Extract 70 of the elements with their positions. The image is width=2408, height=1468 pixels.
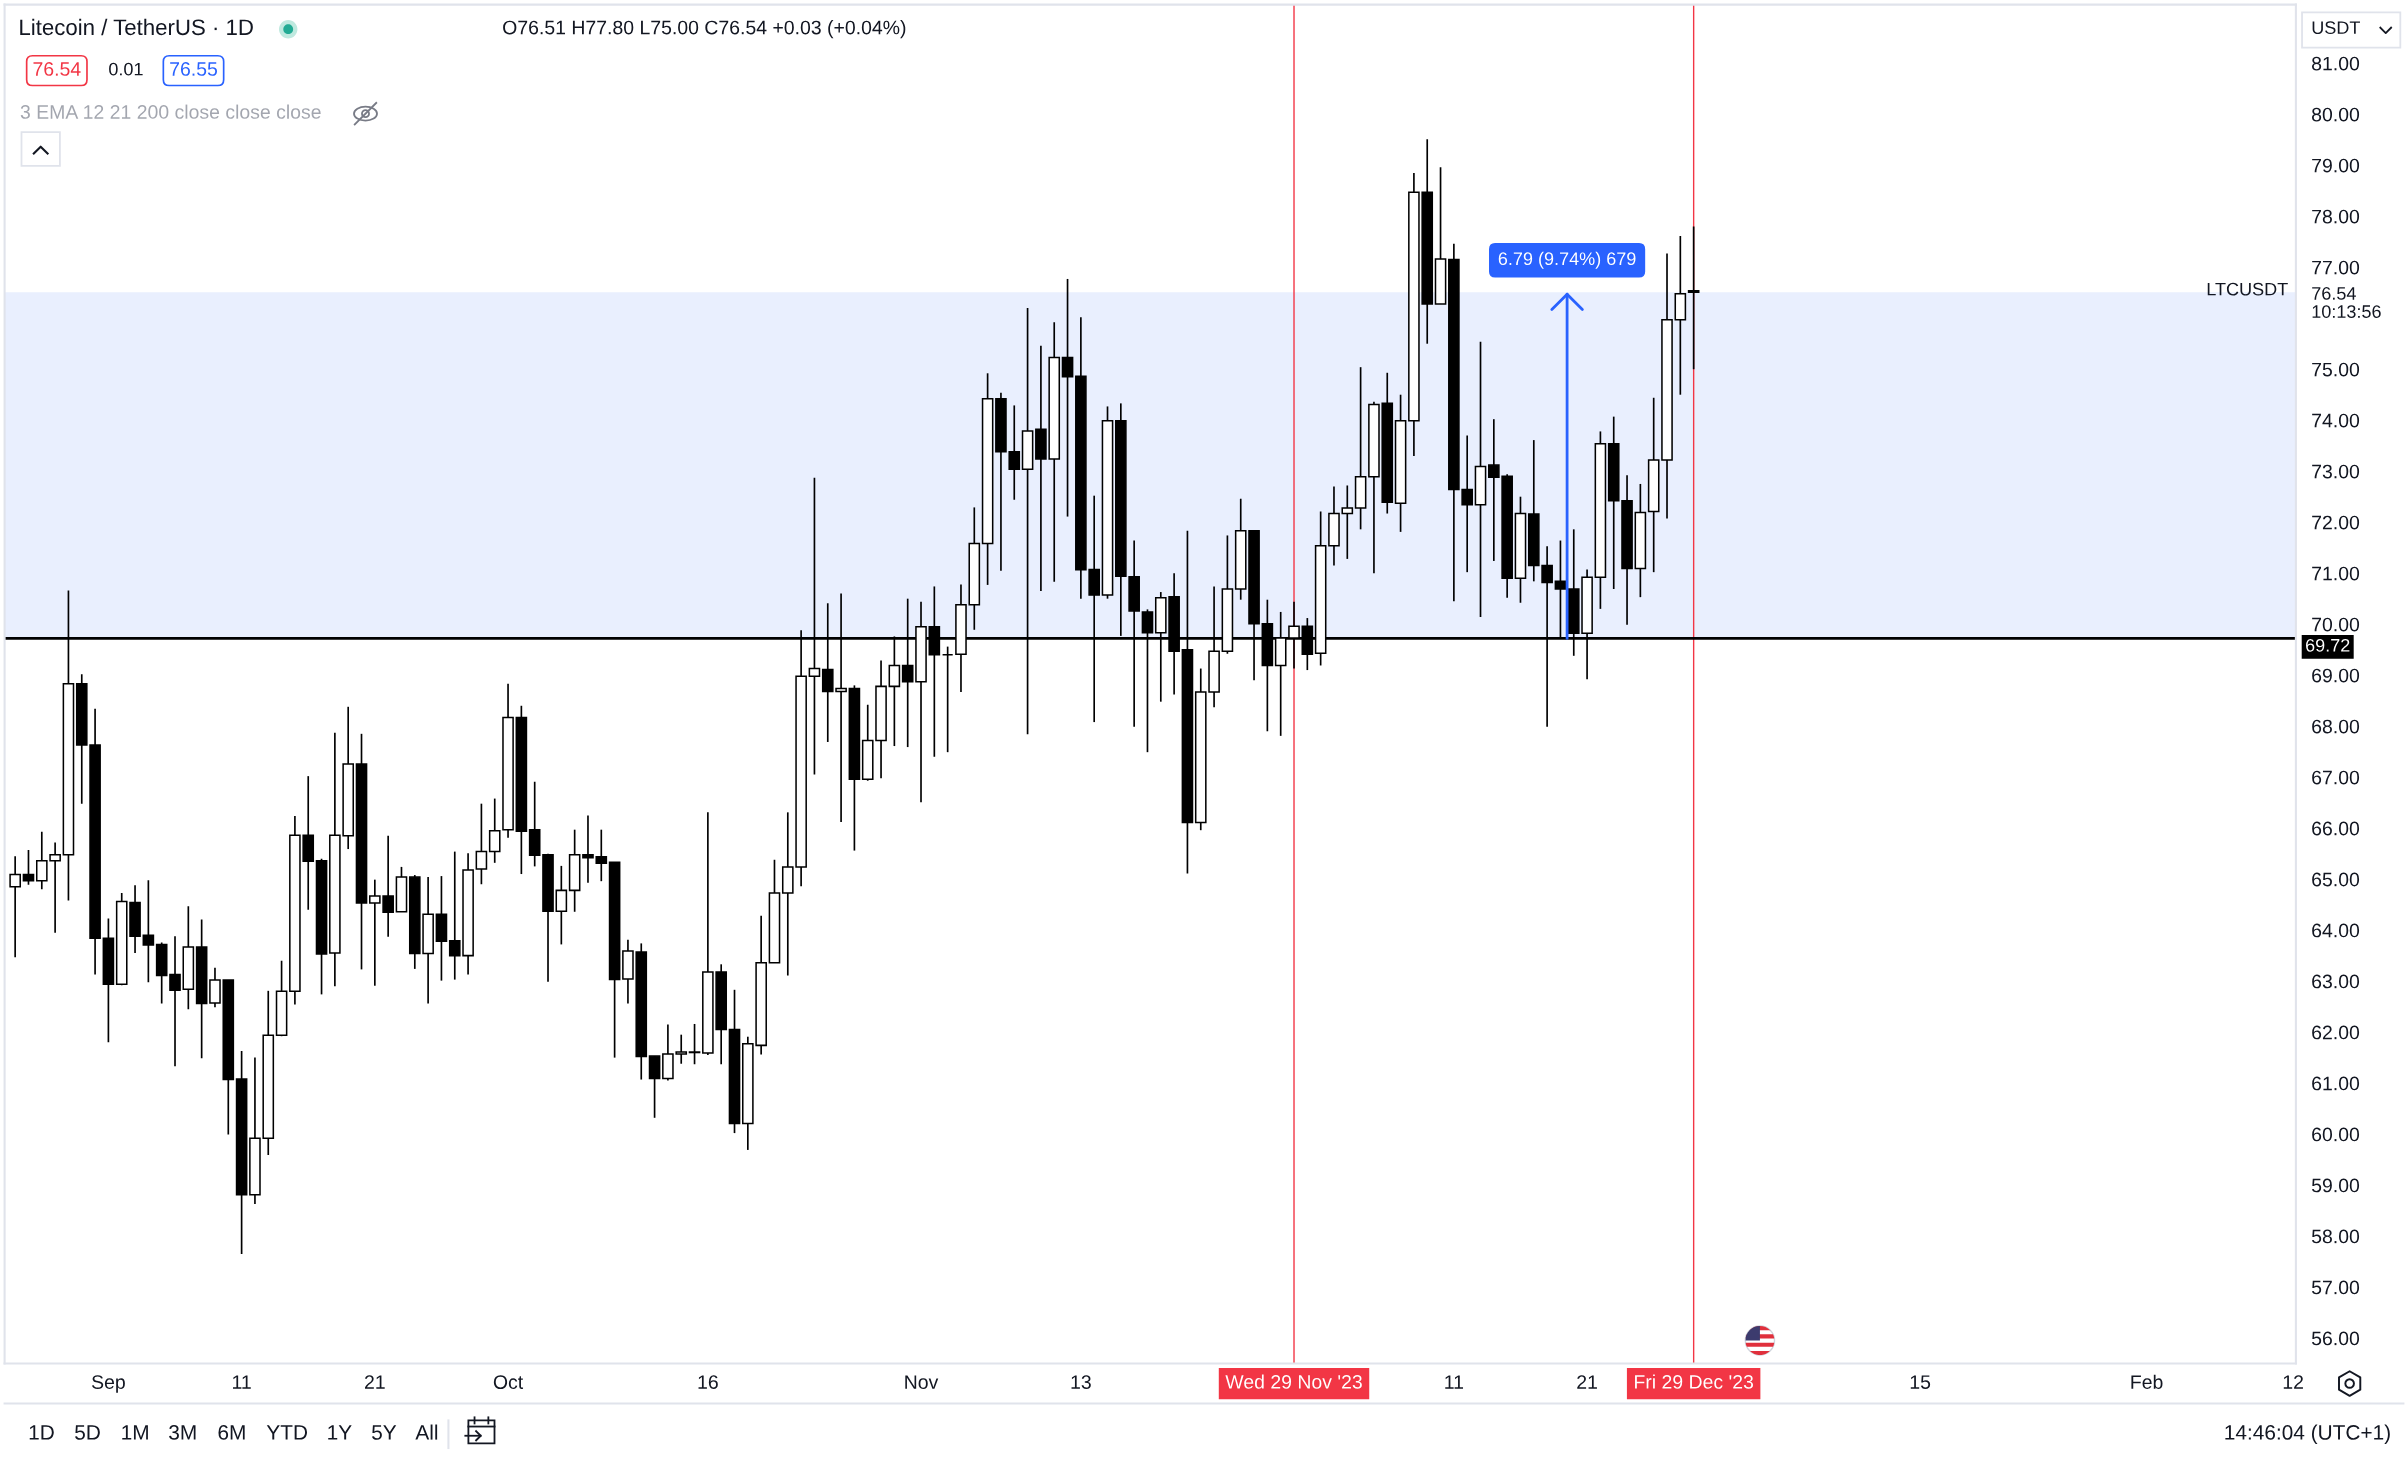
y-tick-label: 63.00 [2312, 974, 2360, 989]
candlestick [688, 1023, 701, 1066]
text: 5D [75, 1425, 100, 1440]
y-tick-label: 56.00 [2311, 1331, 2360, 1346]
text: 76.54 10:13:56 [2312, 287, 2381, 318]
candlestick [555, 865, 568, 946]
x-tick-label: 16 [698, 1375, 718, 1389]
x-tick-label: 13 [1071, 1375, 1091, 1389]
x-tick-label: 11 [233, 1375, 251, 1389]
y-tick-label: 66.00 [2312, 821, 2360, 836]
y-tick-label: 77.00 [2312, 260, 2360, 275]
y-tick-label: 64.00 [2312, 923, 2360, 938]
candlestick [648, 1055, 661, 1119]
ref-line-label: Fri 29 Dec '23 [1635, 1374, 1754, 1389]
y-tick-label: 78.00 [2312, 209, 2360, 224]
y-tick-label: 70.00 [2312, 617, 2360, 632]
ref-line-label: Wed 29 Nov '23 [1225, 1374, 1362, 1389]
annotation: 76.54 [33, 62, 81, 76]
text: 6M [218, 1425, 245, 1440]
text: 1D [29, 1425, 54, 1440]
y-tick-label: 73.00 [2312, 464, 2360, 479]
candlestick [1061, 278, 1074, 518]
x-tick-label: Sep [91, 1375, 125, 1393]
text: YTD [266, 1425, 308, 1440]
text: 14:46:04 (UTC+1) [2225, 1424, 2390, 1444]
x-tick-label: Feb [2131, 1374, 2163, 1389]
y-tick-label: 65.00 [2312, 872, 2360, 887]
text: All [415, 1424, 438, 1440]
text: 3M [169, 1425, 196, 1440]
y-tick-label: 57.00 [2311, 1280, 2360, 1295]
x-tick-label: 11 [1445, 1375, 1464, 1389]
x-tick-label: 21 [1577, 1375, 1597, 1389]
annotation: 6.79 (9.74%) 679 [1498, 251, 1636, 269]
y-tick-label: 75.00 [2312, 362, 2360, 377]
y-tick-label: 67.00 [2312, 770, 2360, 785]
y-tick-label: 80.00 [2312, 107, 2360, 122]
y-tick-label: 60.00 [2312, 1127, 2360, 1142]
annotation: O76.51 H77.80 L75.00 C76.54 +0.03 (+0.04%) [503, 20, 906, 39]
y-tick-label: 81.00 [2312, 56, 2360, 71]
annotation: LTCUSDT [2207, 282, 2288, 296]
y-tick-label: 72.00 [2312, 515, 2360, 530]
candlestick [475, 802, 488, 886]
text: Litecoin / TetherUS · 1D [20, 18, 253, 36]
y-tick-label: 59.00 [2311, 1178, 2360, 1193]
x-tick-label: 15 [1910, 1375, 1931, 1389]
x-tick-label: 21 [365, 1375, 385, 1389]
x-tick-label: Nov [905, 1375, 939, 1389]
candlestick [142, 879, 155, 983]
y-tick-label: 68.00 [2312, 719, 2360, 734]
x-tick-label: Oct [493, 1375, 524, 1389]
annotation: 0.01 [109, 62, 143, 76]
y-tick-label: 62.00 [2312, 1025, 2360, 1040]
candlestick [941, 645, 954, 754]
y-tick-label: 69.00 [2312, 668, 2360, 683]
y-tick-label: 58.00 [2311, 1229, 2360, 1244]
candlestick [9, 855, 21, 958]
text: 1M [122, 1425, 148, 1440]
y-tick-label: 71.00 [2312, 566, 2360, 581]
y-tick-label: 61.00 [2312, 1076, 2360, 1091]
annotation: 3 EMA 12 21 200 close close close [20, 104, 321, 119]
text: 1Y [328, 1425, 352, 1440]
candlestick [488, 797, 501, 864]
text: USDT [2312, 21, 2360, 35]
ref-line-label: 69.72 [2306, 638, 2350, 652]
annotation: 76.55 [170, 62, 218, 76]
y-tick-label: 74.00 [2312, 413, 2360, 428]
candlestick [1687, 225, 1700, 371]
y-tick-label: 79.00 [2312, 158, 2360, 173]
text: 5Y [372, 1425, 397, 1440]
x-tick-label: 12 [2283, 1375, 2303, 1389]
